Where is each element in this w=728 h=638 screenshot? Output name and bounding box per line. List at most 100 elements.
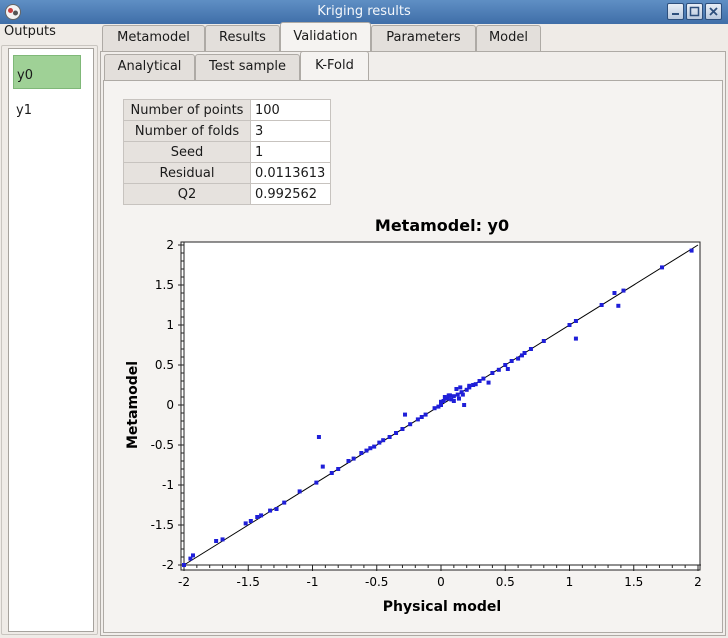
data-point: [368, 446, 373, 451]
data-point: [689, 248, 694, 253]
data-point: [336, 467, 341, 471]
subtab-analytical[interactable]: Analytical: [104, 54, 195, 80]
maximize-button[interactable]: [686, 3, 703, 20]
x-tick-label: 0.5: [496, 575, 515, 589]
data-point: [455, 392, 460, 397]
output-item-y1[interactable]: y1: [16, 103, 32, 118]
data-point: [445, 396, 450, 401]
data-point: [567, 323, 572, 327]
outputs-frame: [1, 45, 98, 635]
data-point: [364, 448, 369, 453]
data-point: [458, 385, 463, 390]
data-point: [188, 556, 193, 561]
data-point: [220, 537, 225, 542]
data-point: [432, 406, 437, 411]
data-point: [214, 539, 219, 543]
data-point: [423, 412, 428, 417]
x-tick-label: -1: [307, 575, 319, 589]
data-point: [660, 265, 665, 270]
row-key: Number of folds: [123, 120, 251, 142]
tab-results[interactable]: Results: [205, 25, 280, 51]
data-point: [454, 387, 459, 391]
main-tabbar: Metamodel Results Validation Parameters …: [102, 22, 662, 52]
outputs-list[interactable]: y0 y1: [8, 48, 94, 632]
data-point: [503, 363, 508, 367]
row-key: Q2: [123, 183, 251, 205]
minimize-button[interactable]: [667, 3, 684, 20]
y-tick-label: 1.5: [155, 278, 174, 292]
metamodel-scatter-chart: Metamodel: y0 Physical model Metamodel -…: [125, 216, 702, 615]
y-tick-label: 0.5: [155, 358, 174, 372]
data-point: [387, 435, 392, 439]
data-point: [190, 553, 195, 558]
data-point: [451, 399, 456, 403]
window-title: Kriging results: [317, 4, 411, 19]
data-point: [541, 339, 546, 343]
data-point: [616, 303, 621, 308]
chart-points: [182, 244, 699, 567]
sub-tabbar: Analytical Test sample K-Fold: [104, 51, 404, 81]
data-point: [490, 371, 495, 375]
x-tick-label: 0: [437, 575, 445, 589]
subtab-test-sample[interactable]: Test sample: [195, 54, 300, 80]
tab-parameters[interactable]: Parameters: [371, 25, 476, 51]
data-point: [297, 489, 302, 494]
chart-ylabel: Metamodel: [125, 361, 141, 449]
x-tick-label: 1: [566, 575, 574, 589]
maximize-icon: [689, 6, 700, 17]
y-tick-label: -0.5: [151, 438, 174, 452]
data-point: [473, 382, 478, 387]
data-point: [464, 387, 469, 392]
data-point: [441, 399, 446, 403]
data-point: [599, 303, 604, 307]
table-row: Number of points 100: [123, 99, 331, 121]
data-point: [314, 480, 319, 485]
row-key: Number of points: [123, 99, 251, 121]
data-point: [316, 435, 321, 439]
row-value: 3: [250, 120, 331, 142]
data-point: [462, 403, 467, 407]
table-row: Seed 1: [123, 141, 331, 163]
data-point: [243, 521, 248, 526]
app-icon: [4, 3, 22, 21]
data-point: [496, 367, 501, 372]
y-tick-label: -2: [162, 558, 174, 572]
data-point: [320, 464, 325, 469]
data-point: [439, 403, 443, 407]
row-value: 0.992562: [250, 183, 331, 205]
y-tick-label: -1.5: [151, 518, 174, 532]
close-button[interactable]: [705, 3, 722, 20]
y-tick-label: 0: [166, 398, 174, 412]
output-item-y0[interactable]: y0: [13, 55, 81, 89]
data-point: [528, 347, 533, 351]
close-icon: [709, 7, 718, 16]
y-tick-label: 1: [166, 318, 174, 332]
tab-metamodel[interactable]: Metamodel: [102, 25, 205, 51]
minimize-icon: [672, 13, 679, 15]
data-point: [329, 471, 334, 475]
title-bar: Kriging results: [0, 0, 728, 24]
data-point: [346, 459, 351, 463]
data-point: [509, 359, 514, 363]
table-row: Number of folds 3: [123, 120, 331, 142]
tab-model[interactable]: Model: [476, 25, 541, 51]
subtab-k-fold[interactable]: K-Fold: [300, 51, 369, 81]
data-point: [442, 395, 447, 399]
data-point: [486, 380, 491, 385]
tab-validation[interactable]: Validation: [280, 22, 371, 52]
y-tick-label: 2: [166, 238, 174, 252]
data-point: [522, 351, 527, 355]
data-point: [573, 336, 578, 341]
data-point: [460, 392, 465, 397]
data-point: [351, 456, 356, 461]
data-point: [477, 379, 482, 383]
data-point: [449, 397, 454, 402]
data-point: [439, 399, 443, 404]
x-tick-label: -0.5: [365, 575, 388, 589]
data-point: [255, 515, 260, 519]
data-point: [467, 383, 472, 388]
data-point: [268, 508, 273, 513]
row-value: 0.0113613: [250, 162, 331, 184]
data-point: [436, 404, 441, 409]
data-point: [359, 451, 364, 455]
